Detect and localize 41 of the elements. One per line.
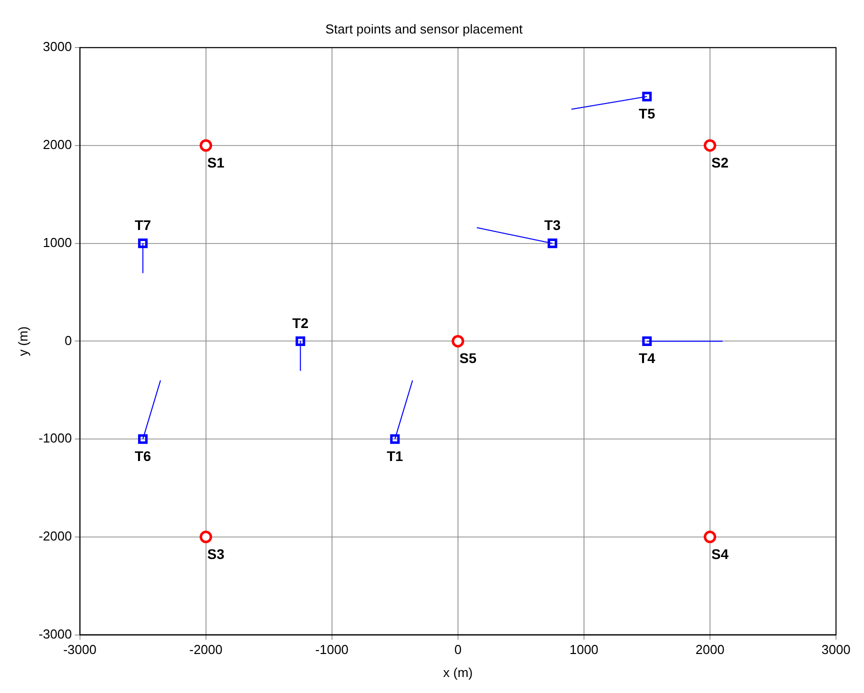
annotation: S4 [711,546,729,562]
y-tick-label: -2000 [38,528,72,544]
y-tick-label: -3000 [38,626,72,642]
x-tick-label: 2000 [696,642,724,658]
x-tick-label: -3000 [63,642,96,658]
point [200,139,212,152]
point [452,334,464,348]
point [704,530,716,544]
point [642,92,652,102]
y-tick-label: 2000 [42,137,72,152]
y-tick-label: 0 [64,332,72,348]
point [390,434,400,444]
annotation: T2 [292,315,309,332]
annotation: T3 [544,217,561,234]
point [200,530,212,544]
annotation: T5 [638,105,656,122]
y-axis-title: y (m) [15,326,30,356]
point [548,238,558,248]
point [642,336,652,346]
point [138,238,148,248]
chart-title: Start points and sensor placement [325,21,524,36]
annotation: S5 [459,350,477,366]
x-axis-title: x (m) [443,664,473,680]
point [704,139,716,152]
annotation: T7 [134,217,152,234]
y-tick-label: 3000 [42,39,72,54]
x-tick-label: 1000 [569,642,598,658]
annotation: S1 [207,154,225,170]
annotation: T6 [134,448,152,464]
annotation: T1 [386,448,404,464]
y-tick-label: 1000 [42,234,72,250]
x-tick-label: 3000 [822,642,850,658]
annotation: S2 [711,154,729,170]
annotation: S3 [207,546,225,562]
x-tick-label: 0 [454,642,462,658]
x-tick-label: -1000 [315,642,349,658]
y-tick-label: -1000 [38,430,72,446]
point [138,434,148,444]
annotation: T4 [638,350,656,366]
x-tick-label: -2000 [189,642,222,658]
point [296,336,306,346]
